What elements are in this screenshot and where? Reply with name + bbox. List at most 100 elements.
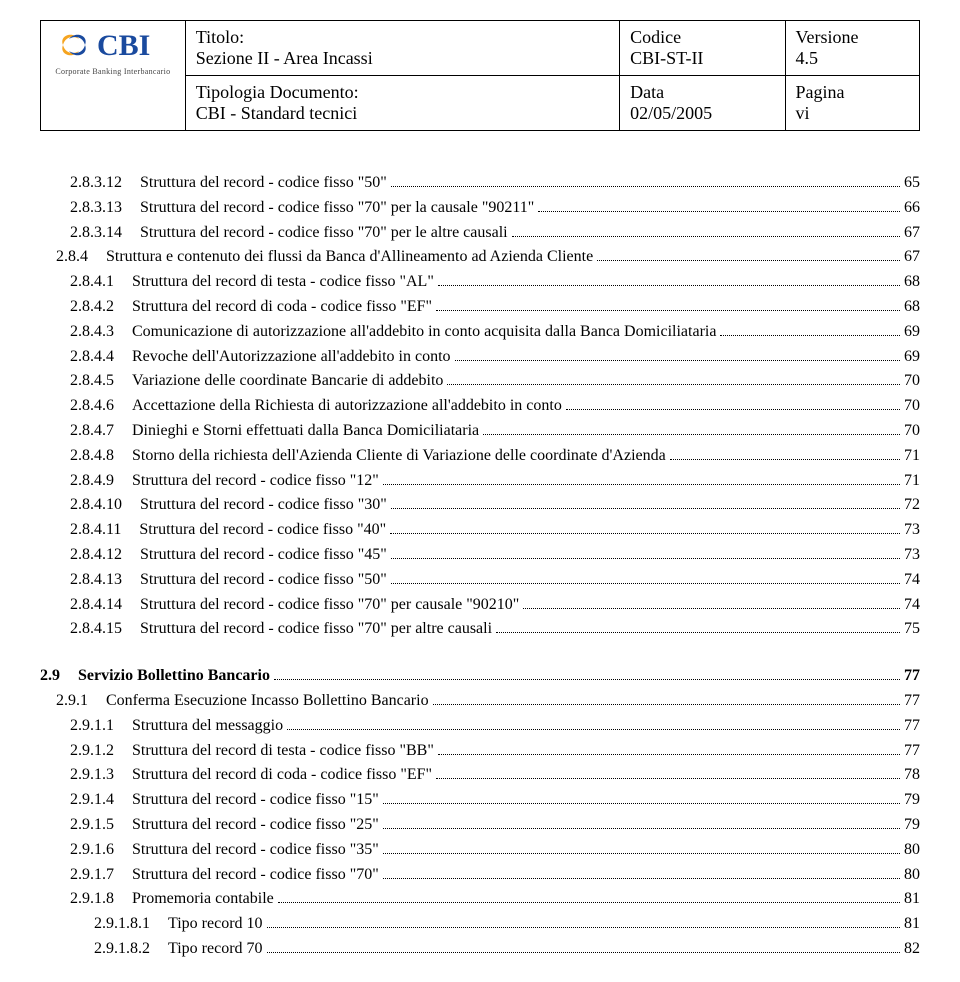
toc-entry: 2.8.4.7Dinieghi e Storni effettuati dall… bbox=[40, 419, 920, 444]
toc-entry-title: Struttura del record - codice fisso "70"… bbox=[140, 593, 519, 618]
toc-leader-dots bbox=[267, 927, 900, 928]
toc-entry: 2.8.4.8Storno della richiesta dell'Azien… bbox=[40, 444, 920, 469]
toc-entry-page: 79 bbox=[904, 813, 920, 838]
toc-entry-number: 2.8.4.10 bbox=[70, 493, 140, 518]
header-date-cell: Data 02/05/2005 bbox=[620, 76, 785, 131]
toc-entry-number: 2.9.1.7 bbox=[70, 863, 132, 888]
toc-leader-dots bbox=[433, 704, 900, 705]
toc-entry-number: 2.8.4.3 bbox=[70, 320, 132, 345]
toc-leader-dots bbox=[523, 608, 900, 609]
toc-entry-page: 70 bbox=[904, 419, 920, 444]
toc-entry: 2.9.1.8Promemoria contabile81 bbox=[40, 887, 920, 912]
toc-entry-number: 2.9.1.1 bbox=[70, 714, 132, 739]
toc-entry-title: Struttura del record - codice fisso "45" bbox=[140, 543, 387, 568]
toc-leader-dots bbox=[391, 508, 900, 509]
toc-entry-title: Struttura del record - codice fisso "50" bbox=[140, 171, 387, 196]
toc-entry-number: 2.8.4 bbox=[56, 245, 106, 270]
toc-entry-title: Servizio Bollettino Bancario bbox=[78, 664, 270, 689]
header-version-label: Versione bbox=[796, 27, 909, 48]
toc-entry-page: 67 bbox=[904, 221, 920, 246]
toc-entry-title: Tipo record 10 bbox=[168, 912, 263, 937]
toc-leader-dots bbox=[496, 632, 900, 633]
toc-leader-dots bbox=[391, 583, 900, 584]
toc-entry-title: Struttura del record - codice fisso "70"… bbox=[140, 221, 508, 246]
header-code-cell: Codice CBI-ST-II bbox=[620, 21, 785, 76]
toc-leader-dots bbox=[566, 409, 900, 410]
toc-entry-page: 71 bbox=[904, 469, 920, 494]
header-doctype-value: CBI - Standard tecnici bbox=[196, 103, 609, 124]
toc-entry-title: Accettazione della Richiesta di autorizz… bbox=[132, 394, 562, 419]
toc-entry: 2.9.1Conferma Esecuzione Incasso Bollett… bbox=[40, 689, 920, 714]
toc-entry: 2.9.1.5Struttura del record - codice fis… bbox=[40, 813, 920, 838]
toc-entry: 2.9.1.2Struttura del record di testa - c… bbox=[40, 739, 920, 764]
toc-entry-number: 2.8.4.15 bbox=[70, 617, 140, 642]
toc-entry-number: 2.8.4.11 bbox=[70, 518, 139, 543]
toc-entry-number: 2.8.4.1 bbox=[70, 270, 132, 295]
header-doctype-cell: Tipologia Documento: CBI - Standard tecn… bbox=[185, 76, 619, 131]
toc-entry-title: Struttura del record di coda - codice fi… bbox=[132, 295, 432, 320]
toc-entry-page: 80 bbox=[904, 838, 920, 863]
toc-entry: 2.8.4Struttura e contenuto dei flussi da… bbox=[40, 245, 920, 270]
toc-entry-title: Struttura del record - codice fisso "50" bbox=[140, 568, 387, 593]
toc-leader-dots bbox=[287, 729, 900, 730]
toc-entry-number: 2.9 bbox=[40, 664, 78, 689]
toc-entry: 2.9.1.8.1Tipo record 1081 bbox=[40, 912, 920, 937]
toc-entry-page: 69 bbox=[904, 345, 920, 370]
toc-leader-dots bbox=[383, 803, 900, 804]
toc-entry-number: 2.8.4.6 bbox=[70, 394, 132, 419]
header-page-cell: Pagina vi bbox=[785, 76, 919, 131]
toc-entry-number: 2.8.4.9 bbox=[70, 469, 132, 494]
toc-leader-dots bbox=[383, 484, 900, 485]
toc-entry-title: Dinieghi e Storni effettuati dalla Banca… bbox=[132, 419, 479, 444]
toc-entry-page: 77 bbox=[904, 739, 920, 764]
toc-entry-page: 68 bbox=[904, 270, 920, 295]
toc-entry-title: Struttura del record - codice fisso "25" bbox=[132, 813, 379, 838]
logo-text: CBI bbox=[97, 29, 150, 62]
toc-leader-dots bbox=[720, 335, 900, 336]
toc-entry-number: 2.8.4.2 bbox=[70, 295, 132, 320]
header-version-cell: Versione 4.5 bbox=[785, 21, 919, 76]
toc-entry-page: 65 bbox=[904, 171, 920, 196]
toc-entry-number: 2.9.1.8.1 bbox=[94, 912, 168, 937]
toc-entry-page: 77 bbox=[904, 714, 920, 739]
toc-entry-number: 2.8.4.5 bbox=[70, 369, 132, 394]
toc-entry-page: 71 bbox=[904, 444, 920, 469]
toc-entry-title: Struttura del record - codice fisso "30" bbox=[140, 493, 387, 518]
toc-entry-page: 68 bbox=[904, 295, 920, 320]
toc-leader-dots bbox=[670, 459, 900, 460]
toc-entry-page: 75 bbox=[904, 617, 920, 642]
toc-entry-number: 2.8.4.8 bbox=[70, 444, 132, 469]
toc-entry: 2.8.3.13Struttura del record - codice fi… bbox=[40, 196, 920, 221]
toc-leader-dots bbox=[597, 260, 900, 261]
toc-entry: 2.8.4.1Struttura del record di testa - c… bbox=[40, 270, 920, 295]
toc-entry-number: 2.8.4.13 bbox=[70, 568, 140, 593]
toc-entry-title: Struttura del messaggio bbox=[132, 714, 283, 739]
toc-entry-page: 77 bbox=[904, 689, 920, 714]
toc-entry: 2.9.1.8.2Tipo record 7082 bbox=[40, 937, 920, 962]
toc-entry-page: 67 bbox=[904, 245, 920, 270]
toc-leader-dots bbox=[383, 828, 900, 829]
toc-entry: 2.8.4.12Struttura del record - codice fi… bbox=[40, 543, 920, 568]
document-header-table: CBI Corporate Banking Interbancario Tito… bbox=[40, 20, 920, 131]
header-title-label: Titolo: bbox=[196, 27, 609, 48]
toc-entry: 2.8.4.2Struttura del record di coda - co… bbox=[40, 295, 920, 320]
toc-entry-page: 66 bbox=[904, 196, 920, 221]
toc-leader-dots bbox=[438, 285, 900, 286]
toc-entry-page: 82 bbox=[904, 937, 920, 962]
toc-entry-page: 80 bbox=[904, 863, 920, 888]
toc-entry-number: 2.9.1.6 bbox=[70, 838, 132, 863]
toc-entry: 2.8.4.14Struttura del record - codice fi… bbox=[40, 593, 920, 618]
toc-entry-title: Comunicazione di autorizzazione all'adde… bbox=[132, 320, 716, 345]
toc-entry-title: Promemoria contabile bbox=[132, 887, 274, 912]
header-date-label: Data bbox=[630, 82, 774, 103]
toc-entry-title: Struttura del record - codice fisso "15" bbox=[132, 788, 379, 813]
toc-entry: 2.8.4.9Struttura del record - codice fis… bbox=[40, 469, 920, 494]
toc-entry-page: 70 bbox=[904, 369, 920, 394]
toc-entry: 2.8.4.6Accettazione della Richiesta di a… bbox=[40, 394, 920, 419]
toc-entry-number: 2.9.1.4 bbox=[70, 788, 132, 813]
toc-leader-dots bbox=[391, 558, 900, 559]
toc-entry-number: 2.9.1.2 bbox=[70, 739, 132, 764]
toc-entry-page: 70 bbox=[904, 394, 920, 419]
toc-entry-number: 2.8.4.12 bbox=[70, 543, 140, 568]
header-code-value: CBI-ST-II bbox=[630, 48, 774, 69]
